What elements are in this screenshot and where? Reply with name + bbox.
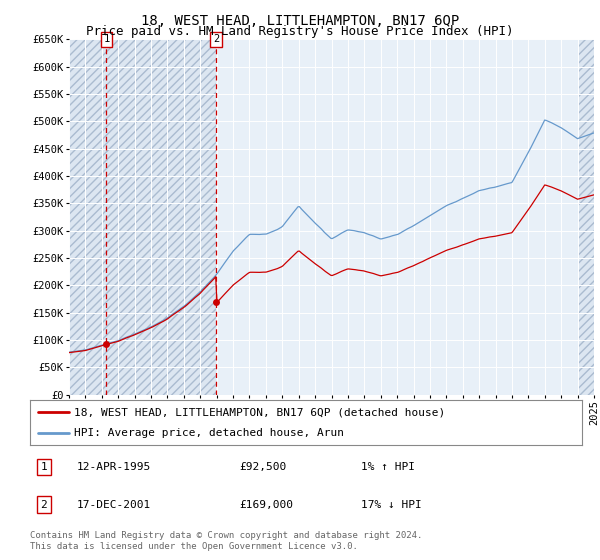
Text: 2: 2 [40,500,47,510]
Text: 2: 2 [213,34,219,44]
Text: 18, WEST HEAD, LITTLEHAMPTON, BN17 6QP (detached house): 18, WEST HEAD, LITTLEHAMPTON, BN17 6QP (… [74,408,445,418]
Text: Contains HM Land Registry data © Crown copyright and database right 2024.: Contains HM Land Registry data © Crown c… [30,531,422,540]
Text: £92,500: £92,500 [240,462,287,472]
Text: This data is licensed under the Open Government Licence v3.0.: This data is licensed under the Open Gov… [30,542,358,551]
Text: 17% ↓ HPI: 17% ↓ HPI [361,500,422,510]
Text: £169,000: £169,000 [240,500,294,510]
Bar [106,39,216,395]
Text: 12-APR-1995: 12-APR-1995 [77,462,151,472]
Text: Price paid vs. HM Land Registry's House Price Index (HPI): Price paid vs. HM Land Registry's House … [86,25,514,38]
Text: 1% ↑ HPI: 1% ↑ HPI [361,462,415,472]
Text: 1: 1 [40,462,47,472]
Text: 18, WEST HEAD, LITTLEHAMPTON, BN17 6QP: 18, WEST HEAD, LITTLEHAMPTON, BN17 6QP [141,14,459,28]
Text: HPI: Average price, detached house, Arun: HPI: Average price, detached house, Arun [74,428,344,438]
Text: 1: 1 [103,34,110,44]
Bar [69,39,106,395]
Text: 17-DEC-2001: 17-DEC-2001 [77,500,151,510]
Bar [578,39,594,395]
